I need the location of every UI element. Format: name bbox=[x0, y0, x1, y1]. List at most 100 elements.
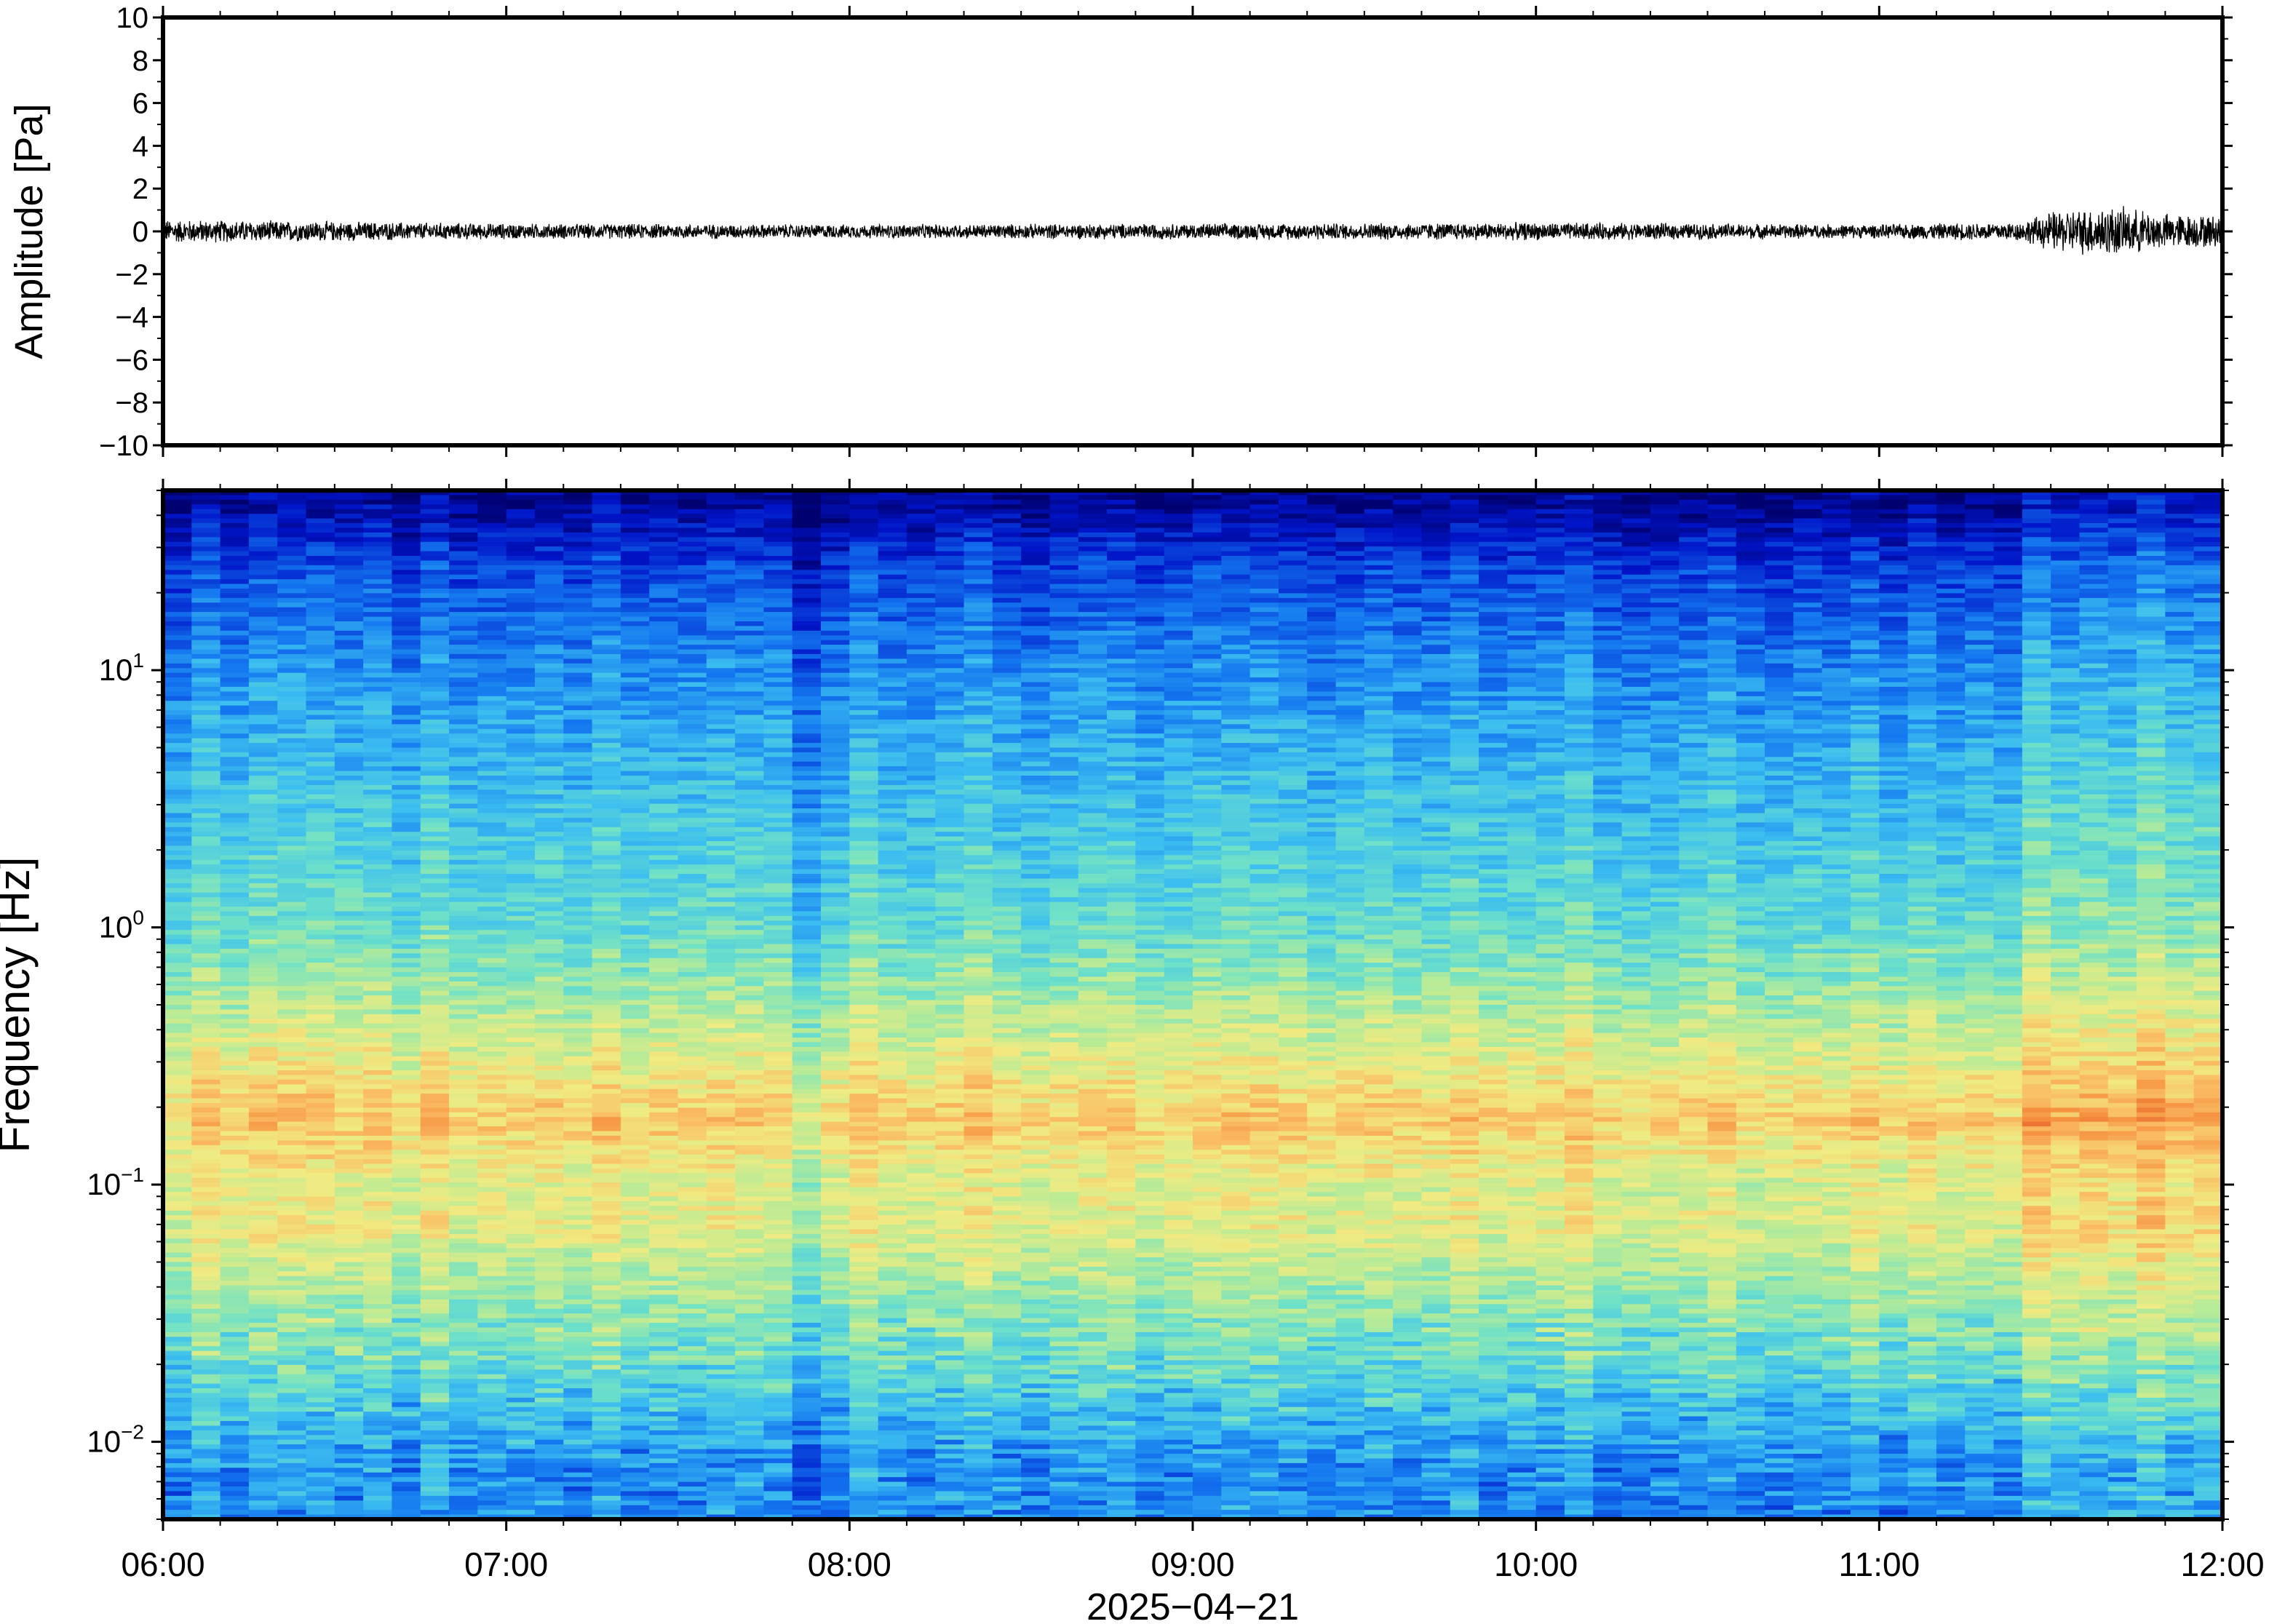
spectrogram-cell bbox=[220, 1275, 250, 1282]
spectrogram-cell bbox=[191, 1383, 221, 1389]
spectrogram-cell bbox=[220, 1107, 250, 1113]
spectrogram-cell bbox=[277, 593, 307, 599]
spectrogram-cell bbox=[363, 1510, 393, 1516]
spectrogram-cell bbox=[163, 551, 193, 557]
spectrogram-cell bbox=[191, 1182, 221, 1188]
spectrogram-cell bbox=[534, 1505, 565, 1510]
spectrogram-cell bbox=[248, 658, 279, 664]
spectrogram-cell bbox=[735, 813, 765, 819]
spectrogram-cell bbox=[563, 560, 593, 566]
spectrogram-cell bbox=[763, 1281, 793, 1286]
spectrogram-cell bbox=[620, 832, 650, 837]
spectrogram-cell bbox=[735, 897, 765, 903]
spectrogram-cell bbox=[191, 522, 221, 529]
spectrogram-cell bbox=[334, 915, 364, 922]
spectrogram-cell bbox=[677, 728, 707, 735]
spectrogram-cell bbox=[363, 1495, 393, 1502]
spectrogram-cell bbox=[306, 845, 335, 851]
spectrogram-cell bbox=[277, 1406, 307, 1412]
spectrogram-cell bbox=[563, 1233, 593, 1240]
spectrogram-cell bbox=[220, 1229, 250, 1235]
spectrogram-cell bbox=[420, 766, 450, 772]
spectrogram-cell bbox=[620, 944, 650, 950]
spectrogram-cell bbox=[449, 518, 479, 524]
spectrogram-cell bbox=[706, 1243, 736, 1249]
spectrogram-cell bbox=[620, 1023, 650, 1029]
spectrogram-cell bbox=[191, 1458, 221, 1464]
spectrogram-cell bbox=[449, 911, 479, 917]
spectrogram-cell bbox=[220, 1304, 250, 1310]
spectrogram-cell bbox=[592, 1135, 621, 1142]
spectrogram-cell bbox=[534, 495, 565, 501]
spectrogram-cell bbox=[649, 653, 679, 660]
spectrogram-cell bbox=[392, 757, 421, 763]
spectrogram-cell bbox=[649, 1304, 679, 1310]
spectrogram-cell bbox=[220, 1281, 250, 1286]
spectrogram-cell bbox=[420, 1098, 450, 1104]
spectrogram-cell bbox=[363, 981, 393, 987]
spectrogram-cell bbox=[449, 1458, 479, 1464]
spectrogram-cell bbox=[363, 686, 393, 693]
spectrogram-cell bbox=[191, 1481, 221, 1487]
spectrogram-cell bbox=[506, 1084, 536, 1090]
spectrogram-cell bbox=[763, 841, 793, 847]
spectrogram-cell bbox=[191, 555, 221, 562]
spectrogram-cell bbox=[735, 1173, 765, 1179]
spectrogram-cell bbox=[477, 1173, 507, 1179]
spectrogram-cell bbox=[763, 1196, 793, 1202]
spectrogram-cell bbox=[677, 1472, 707, 1478]
spectrogram-cell bbox=[277, 509, 307, 514]
spectrogram-cell bbox=[363, 616, 393, 622]
spectrogram-cell bbox=[248, 1196, 279, 1202]
spectrogram-cell bbox=[534, 925, 565, 931]
spectrogram-cell bbox=[248, 1009, 279, 1015]
spectrogram-cell bbox=[306, 616, 335, 622]
spectrogram-cell bbox=[620, 878, 650, 884]
spectrogram-cell bbox=[677, 1102, 707, 1109]
spectrogram-cell bbox=[620, 743, 650, 749]
spectrogram-cell bbox=[248, 1154, 279, 1160]
spectrogram-cell bbox=[191, 972, 221, 978]
spectrogram-cell bbox=[563, 653, 593, 660]
spectrogram-cell bbox=[248, 761, 279, 768]
spectrogram-cell bbox=[735, 1425, 765, 1431]
spectrogram-cell bbox=[191, 1495, 221, 1502]
spectrogram-cell bbox=[248, 602, 279, 608]
spectrogram-cell bbox=[477, 738, 507, 744]
spectrogram-cell bbox=[420, 1056, 450, 1062]
spectrogram-cell bbox=[477, 855, 507, 861]
spectrogram-cell bbox=[506, 1323, 536, 1329]
spectrogram-cell bbox=[363, 1135, 393, 1142]
spectrogram-cell bbox=[620, 901, 650, 907]
spectrogram-cell bbox=[420, 1285, 450, 1291]
spectrogram-cell bbox=[534, 1327, 565, 1333]
spectrogram-cell bbox=[534, 1285, 565, 1291]
spectrogram-cell bbox=[420, 907, 450, 912]
spectrogram-cell bbox=[506, 920, 536, 926]
spectrogram-cell bbox=[163, 1070, 193, 1076]
spectrogram-cell bbox=[735, 1135, 765, 1142]
spectrogram-cell bbox=[763, 1341, 793, 1347]
spectrogram-cell bbox=[477, 728, 507, 735]
spectrogram-cell bbox=[763, 883, 793, 889]
spectrogram-cell bbox=[477, 1252, 507, 1258]
spectrogram-cell bbox=[420, 1019, 450, 1024]
spectrogram-cell bbox=[248, 1430, 279, 1436]
spectrogram-cell bbox=[449, 953, 479, 959]
spectrogram-cell bbox=[620, 560, 650, 566]
spectrogram-cell bbox=[506, 915, 536, 922]
spectrogram-cell bbox=[792, 514, 822, 520]
spectrogram-cell bbox=[220, 986, 250, 992]
spectrogram-cell bbox=[191, 953, 221, 959]
spectrogram-cell bbox=[534, 757, 565, 763]
spectrogram-cell bbox=[420, 1435, 450, 1441]
spectrogram-cell bbox=[763, 570, 793, 576]
spectrogram-cell bbox=[735, 986, 765, 992]
spectrogram-cell bbox=[477, 1210, 507, 1217]
spectrogram-cell bbox=[677, 560, 707, 566]
spectrogram-cell bbox=[477, 560, 507, 566]
spectrogram-cell bbox=[392, 934, 421, 940]
spectrogram-cell bbox=[191, 518, 221, 524]
amplitude-y-tick-label: −4 bbox=[115, 302, 148, 334]
spectrogram-cell bbox=[563, 1177, 593, 1184]
